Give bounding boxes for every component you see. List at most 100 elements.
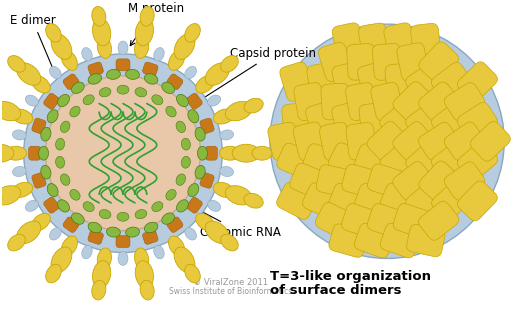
Ellipse shape <box>88 222 101 233</box>
FancyBboxPatch shape <box>419 42 459 82</box>
Ellipse shape <box>152 202 163 212</box>
FancyBboxPatch shape <box>444 162 485 200</box>
Ellipse shape <box>97 37 111 58</box>
Ellipse shape <box>82 245 92 259</box>
Ellipse shape <box>17 63 41 85</box>
FancyBboxPatch shape <box>332 23 365 61</box>
Ellipse shape <box>219 146 241 160</box>
FancyBboxPatch shape <box>307 63 338 101</box>
Ellipse shape <box>174 247 195 273</box>
FancyBboxPatch shape <box>393 122 433 161</box>
FancyBboxPatch shape <box>332 102 365 141</box>
FancyBboxPatch shape <box>406 181 446 221</box>
FancyBboxPatch shape <box>329 224 368 257</box>
FancyBboxPatch shape <box>280 62 314 101</box>
Ellipse shape <box>99 210 111 219</box>
Ellipse shape <box>196 213 215 231</box>
Ellipse shape <box>152 95 163 105</box>
FancyBboxPatch shape <box>319 42 353 82</box>
FancyBboxPatch shape <box>268 122 300 160</box>
FancyBboxPatch shape <box>205 146 217 160</box>
Ellipse shape <box>11 182 33 197</box>
Ellipse shape <box>244 98 263 113</box>
FancyBboxPatch shape <box>355 144 394 178</box>
FancyBboxPatch shape <box>393 161 433 201</box>
FancyBboxPatch shape <box>282 103 311 140</box>
FancyBboxPatch shape <box>357 62 391 101</box>
FancyBboxPatch shape <box>406 63 446 101</box>
Ellipse shape <box>166 189 176 200</box>
Ellipse shape <box>252 146 272 160</box>
FancyBboxPatch shape <box>419 82 459 121</box>
Ellipse shape <box>162 82 175 93</box>
FancyBboxPatch shape <box>328 143 369 179</box>
Ellipse shape <box>220 56 238 72</box>
Ellipse shape <box>38 146 48 160</box>
FancyBboxPatch shape <box>393 204 433 238</box>
Ellipse shape <box>0 186 21 205</box>
Ellipse shape <box>118 41 128 55</box>
Ellipse shape <box>213 182 235 197</box>
FancyBboxPatch shape <box>380 183 420 219</box>
FancyBboxPatch shape <box>303 183 343 219</box>
Text: of surface dimers: of surface dimers <box>270 284 401 297</box>
Ellipse shape <box>207 95 220 106</box>
Ellipse shape <box>93 18 111 46</box>
Ellipse shape <box>11 109 33 124</box>
Ellipse shape <box>83 95 94 105</box>
Ellipse shape <box>70 189 80 200</box>
Ellipse shape <box>188 110 199 123</box>
FancyBboxPatch shape <box>457 102 498 141</box>
Ellipse shape <box>56 138 64 150</box>
FancyBboxPatch shape <box>368 164 407 198</box>
Ellipse shape <box>185 264 200 283</box>
Ellipse shape <box>135 261 153 288</box>
FancyBboxPatch shape <box>355 184 394 218</box>
FancyBboxPatch shape <box>355 223 394 258</box>
Ellipse shape <box>195 165 205 179</box>
Ellipse shape <box>135 88 147 97</box>
FancyBboxPatch shape <box>44 197 59 213</box>
Ellipse shape <box>70 106 80 117</box>
FancyBboxPatch shape <box>332 62 365 101</box>
Ellipse shape <box>176 121 186 133</box>
FancyBboxPatch shape <box>342 204 381 238</box>
Text: Swiss Institute of Bioinformatics: Swiss Institute of Bioinformatics <box>168 287 292 296</box>
Ellipse shape <box>25 200 38 211</box>
Text: M protein: M protein <box>128 2 184 46</box>
Ellipse shape <box>0 98 2 113</box>
Ellipse shape <box>97 248 111 270</box>
Ellipse shape <box>154 48 164 61</box>
FancyBboxPatch shape <box>316 165 355 197</box>
Ellipse shape <box>135 210 147 219</box>
FancyBboxPatch shape <box>32 173 46 188</box>
Ellipse shape <box>99 88 111 97</box>
Ellipse shape <box>0 144 14 162</box>
FancyBboxPatch shape <box>167 74 183 90</box>
FancyBboxPatch shape <box>32 118 46 134</box>
Ellipse shape <box>205 221 229 244</box>
FancyBboxPatch shape <box>315 202 356 239</box>
Ellipse shape <box>92 6 106 26</box>
FancyBboxPatch shape <box>293 122 326 160</box>
FancyBboxPatch shape <box>380 102 420 141</box>
FancyBboxPatch shape <box>406 102 446 141</box>
FancyBboxPatch shape <box>329 183 368 219</box>
Ellipse shape <box>56 156 64 168</box>
FancyBboxPatch shape <box>116 236 130 247</box>
FancyBboxPatch shape <box>321 83 350 120</box>
FancyBboxPatch shape <box>342 164 381 198</box>
Ellipse shape <box>60 174 70 185</box>
FancyBboxPatch shape <box>44 93 59 109</box>
Ellipse shape <box>0 101 21 121</box>
Ellipse shape <box>47 110 58 123</box>
Ellipse shape <box>181 138 190 150</box>
FancyBboxPatch shape <box>444 82 485 121</box>
FancyBboxPatch shape <box>277 182 317 219</box>
FancyBboxPatch shape <box>359 23 390 61</box>
Ellipse shape <box>135 248 149 270</box>
Ellipse shape <box>117 85 129 94</box>
Ellipse shape <box>168 50 185 70</box>
FancyBboxPatch shape <box>432 181 472 221</box>
Ellipse shape <box>166 106 176 117</box>
